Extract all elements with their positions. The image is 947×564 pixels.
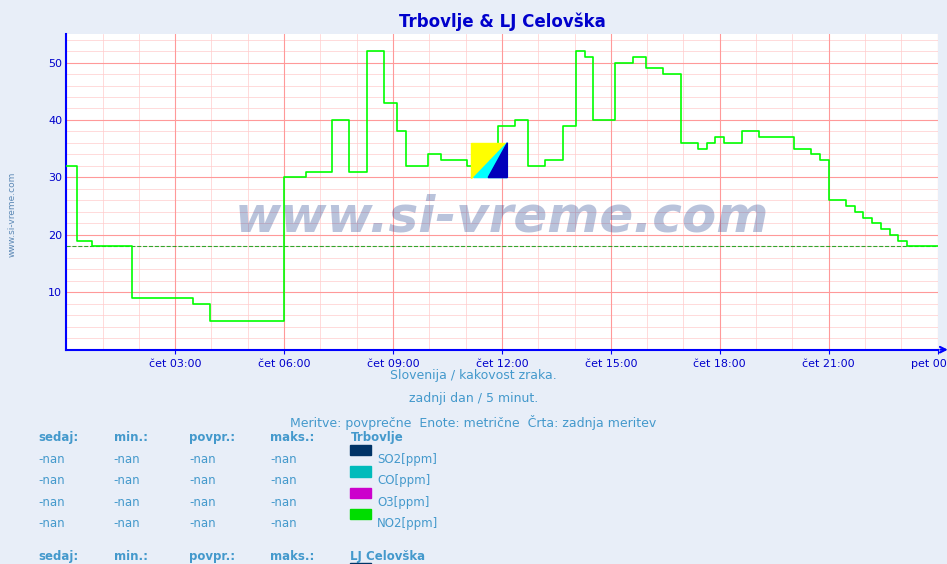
Text: -nan: -nan <box>270 517 296 530</box>
Text: -nan: -nan <box>38 517 64 530</box>
Text: NO2[ppm]: NO2[ppm] <box>377 517 438 530</box>
Text: sedaj:: sedaj: <box>38 431 79 444</box>
Text: -nan: -nan <box>189 496 216 509</box>
Text: Meritve: povprečne  Enote: metrične  Črta: zadnja meritev: Meritve: povprečne Enote: metrične Črta:… <box>291 415 656 430</box>
Text: maks.:: maks.: <box>270 431 314 444</box>
Text: www.si-vreme.com: www.si-vreme.com <box>235 193 769 241</box>
Text: -nan: -nan <box>114 474 140 487</box>
Text: LJ Celovška: LJ Celovška <box>350 550 425 563</box>
Text: -nan: -nan <box>270 496 296 509</box>
Text: SO2[ppm]: SO2[ppm] <box>377 453 437 466</box>
Text: O3[ppm]: O3[ppm] <box>377 496 429 509</box>
Title: Trbovlje & LJ Celovška: Trbovlje & LJ Celovška <box>399 12 605 31</box>
Text: min.:: min.: <box>114 550 148 563</box>
Text: min.:: min.: <box>114 431 148 444</box>
Text: -nan: -nan <box>189 474 216 487</box>
Text: Trbovlje: Trbovlje <box>350 431 403 444</box>
Text: -nan: -nan <box>189 453 216 466</box>
Text: -nan: -nan <box>38 496 64 509</box>
Text: -nan: -nan <box>38 474 64 487</box>
Text: CO[ppm]: CO[ppm] <box>377 474 430 487</box>
Text: povpr.:: povpr.: <box>189 550 236 563</box>
Text: -nan: -nan <box>189 517 216 530</box>
Text: -nan: -nan <box>114 453 140 466</box>
Text: -nan: -nan <box>38 453 64 466</box>
Text: -nan: -nan <box>114 496 140 509</box>
Text: maks.:: maks.: <box>270 550 314 563</box>
Polygon shape <box>474 143 508 178</box>
Text: povpr.:: povpr.: <box>189 431 236 444</box>
Text: -nan: -nan <box>114 517 140 530</box>
Polygon shape <box>472 143 505 178</box>
Text: zadnji dan / 5 minut.: zadnji dan / 5 minut. <box>409 392 538 405</box>
Text: Slovenija / kakovost zraka.: Slovenija / kakovost zraka. <box>390 369 557 382</box>
Text: www.si-vreme.com: www.si-vreme.com <box>8 171 17 257</box>
Text: -nan: -nan <box>270 474 296 487</box>
Text: -nan: -nan <box>270 453 296 466</box>
Text: sedaj:: sedaj: <box>38 550 79 563</box>
Polygon shape <box>489 143 508 178</box>
